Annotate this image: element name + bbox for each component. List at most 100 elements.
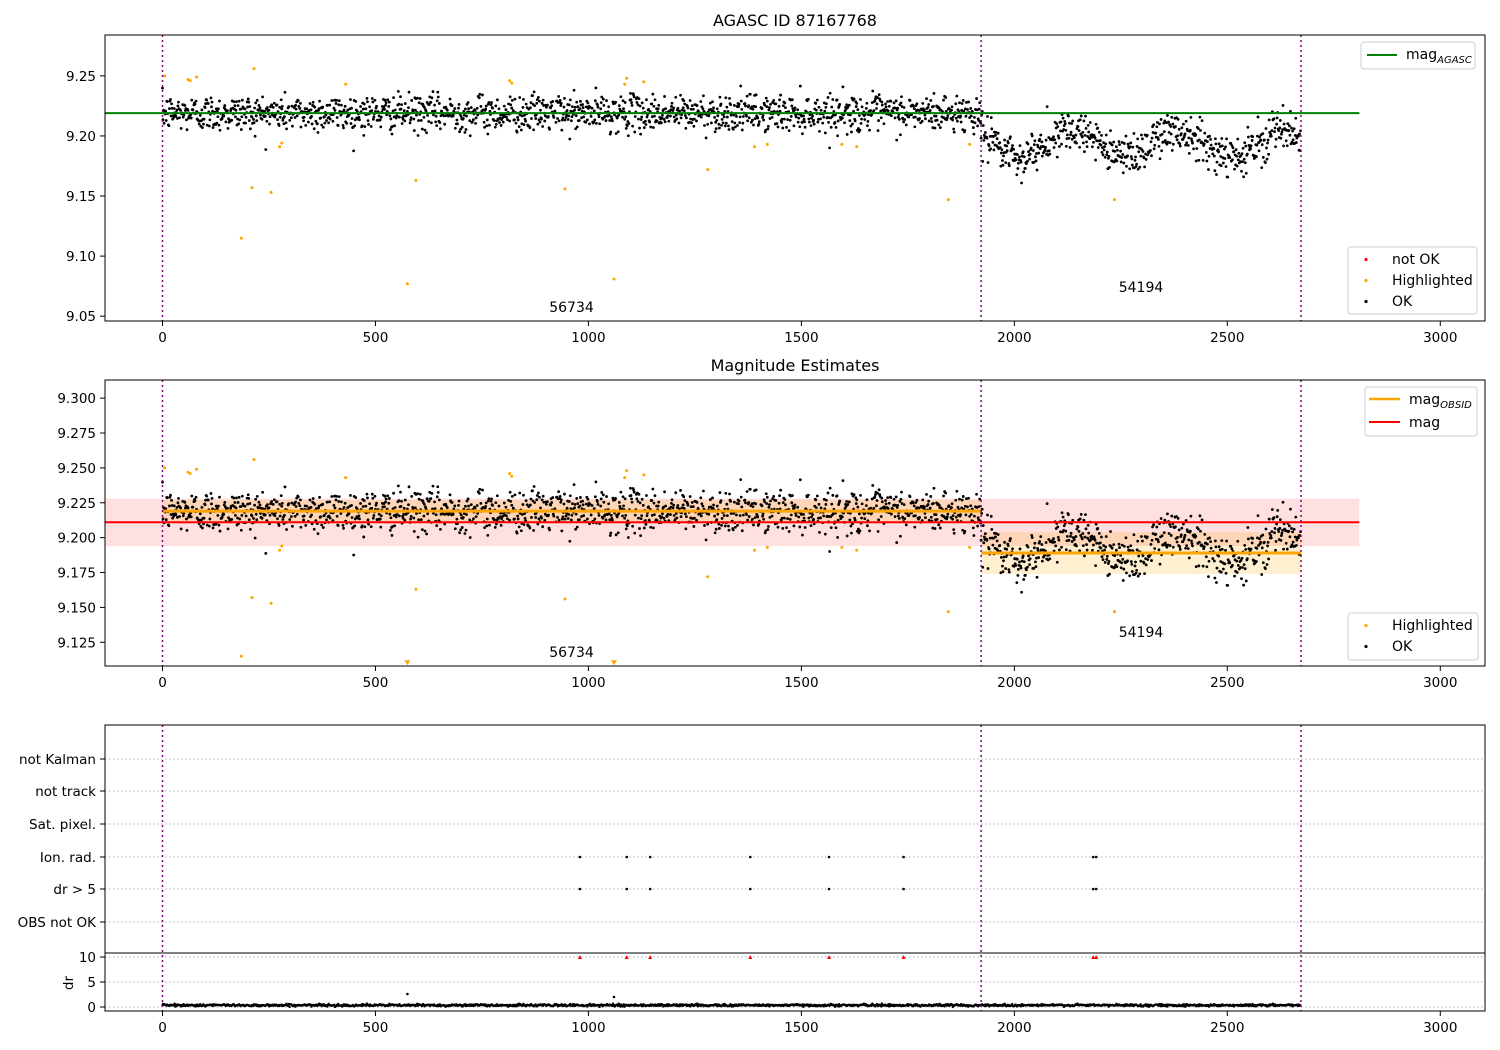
ok-point: [850, 492, 854, 496]
ok-point: [1178, 545, 1182, 549]
ok-point: [502, 104, 506, 108]
ok-point: [986, 161, 990, 164]
ok-point: [845, 534, 849, 538]
ok-point: [915, 498, 919, 502]
ok-point: [167, 124, 171, 128]
ok-point: [986, 513, 989, 517]
ok-point: [1026, 545, 1030, 549]
ok-point: [1009, 135, 1012, 139]
ok-point: [608, 518, 612, 522]
ok-point: [364, 504, 368, 508]
ok-point: [670, 104, 673, 108]
ok-point: [1224, 145, 1227, 149]
ok-point: [317, 504, 321, 508]
ok-point: [423, 529, 427, 533]
ok-point: [696, 506, 700, 510]
ok-point: [546, 500, 549, 504]
ok-point: [457, 499, 461, 503]
ok-point: [866, 524, 869, 528]
ok-point: [169, 493, 172, 497]
flag-point: [648, 855, 652, 859]
y-tick-label: 9.175: [57, 566, 96, 582]
ok-point: [1186, 143, 1190, 147]
ok-point: [826, 96, 830, 99]
ok-point: [1163, 518, 1167, 522]
panel1-legend-line: magAGASC: [1360, 41, 1476, 70]
ok-point: [1168, 141, 1172, 145]
ok-point: [275, 500, 279, 504]
ok-point: [472, 517, 475, 521]
ok-point: [761, 512, 765, 516]
ok-point: [391, 109, 395, 113]
ok-point: [580, 109, 584, 113]
x-tick-label: 3000: [1423, 330, 1457, 346]
ok-point: [498, 515, 502, 519]
ok-point: [683, 114, 687, 117]
ok-point: [540, 498, 544, 502]
ok-point: [632, 95, 636, 99]
ok-point: [1064, 144, 1068, 148]
ok-point: [579, 496, 582, 499]
ok-point: [237, 99, 241, 103]
ok-point: [203, 503, 207, 507]
ok-point: [769, 499, 772, 503]
ok-point: [523, 516, 527, 520]
ok-point: [724, 96, 728, 100]
ok-point: [807, 117, 811, 121]
ok-point: [740, 128, 744, 132]
ok-point: [321, 502, 325, 506]
ok-point: [1272, 516, 1276, 520]
ok-point: [1040, 543, 1044, 546]
ok-point: [383, 98, 387, 102]
ok-point: [1028, 563, 1031, 567]
ok-point: [563, 97, 566, 100]
ok-point: [1170, 514, 1174, 518]
ok-point: [588, 105, 592, 109]
ok-point: [754, 93, 758, 97]
ok-point: [1236, 137, 1240, 141]
ok-point: [1119, 553, 1123, 557]
ok-point: [194, 495, 198, 499]
ok-point: [642, 526, 646, 530]
ok-point: [312, 127, 316, 131]
ok-point: [1211, 557, 1215, 560]
ok-point: [1267, 118, 1271, 122]
ok-point: [371, 516, 375, 520]
ok-point: [463, 532, 467, 535]
ok-point: [1056, 536, 1060, 539]
ok-point: [1192, 147, 1195, 151]
ok-point: [1030, 536, 1034, 539]
ok-point: [605, 495, 608, 498]
ok-point: [433, 103, 436, 107]
ok-point: [593, 118, 597, 122]
flag-point: [748, 855, 752, 859]
ok-point: [1018, 144, 1022, 148]
ok-point: [956, 505, 960, 509]
ok-point: [393, 124, 397, 128]
ok-point: [258, 503, 262, 507]
ok-point: [481, 506, 485, 509]
ok-point: [424, 507, 428, 511]
legend-marker-highlighted: [1364, 278, 1368, 283]
ok-point: [772, 98, 776, 102]
ok-point: [179, 527, 183, 531]
ok-point: [702, 489, 705, 493]
ok-point: [521, 114, 524, 118]
ok-point: [546, 103, 549, 107]
ok-point: [768, 515, 772, 519]
ok-point: [342, 108, 346, 112]
ok-point: [947, 505, 951, 508]
ok-point: [664, 107, 668, 111]
legend-label-not-ok: not OK: [1392, 252, 1440, 268]
ok-point: [1122, 567, 1126, 571]
ok-point: [699, 496, 703, 500]
ok-point: [1085, 543, 1088, 546]
ok-point: [711, 496, 714, 500]
ok-point: [1169, 132, 1173, 136]
ok-point: [200, 505, 204, 509]
ok-point: [793, 106, 797, 110]
ok-point: [343, 104, 347, 108]
ok-point: [240, 494, 244, 498]
ok-point: [766, 127, 770, 131]
ok-point: [1245, 557, 1249, 561]
